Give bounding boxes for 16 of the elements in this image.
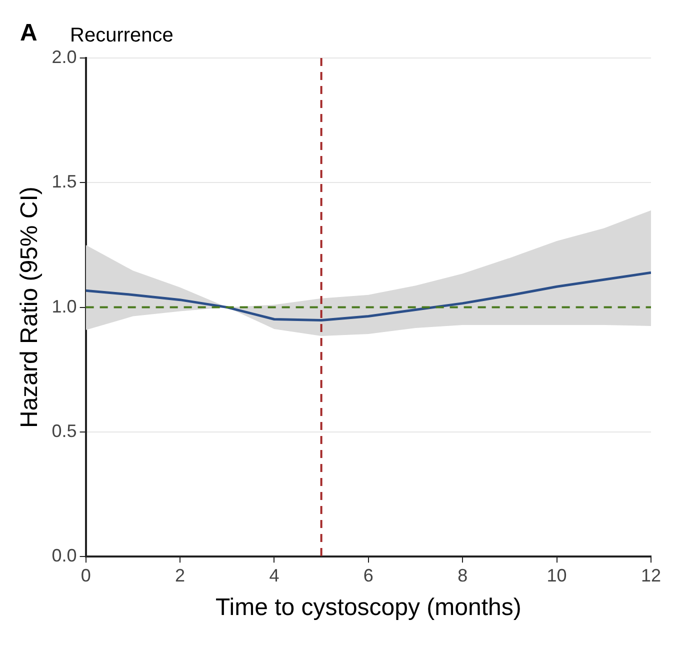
y-tick-label: 0.0 <box>52 546 77 566</box>
x-axis-title: Time to cystoscopy (months) <box>215 594 522 622</box>
x-tick-label: 4 <box>269 565 280 586</box>
y-tick-label: 0.5 <box>52 420 77 441</box>
y-tick-label: 1.5 <box>52 172 77 192</box>
y-tick-label: 1.0 <box>52 296 77 316</box>
y-tick-label: 2.0 <box>52 46 77 67</box>
x-tick-label: 0 <box>80 565 91 586</box>
x-tick-label: 6 <box>363 565 374 586</box>
x-tick-label: 2 <box>175 565 186 586</box>
text: A <box>20 20 38 47</box>
x-tick-label: 12 <box>640 565 662 586</box>
x-tick-label: 10 <box>546 565 567 586</box>
chart-title: Recurrence <box>70 24 174 47</box>
y-axis-title: Hazard Ratio (95% CI) <box>16 186 44 428</box>
x-tick-label: 8 <box>458 565 468 586</box>
